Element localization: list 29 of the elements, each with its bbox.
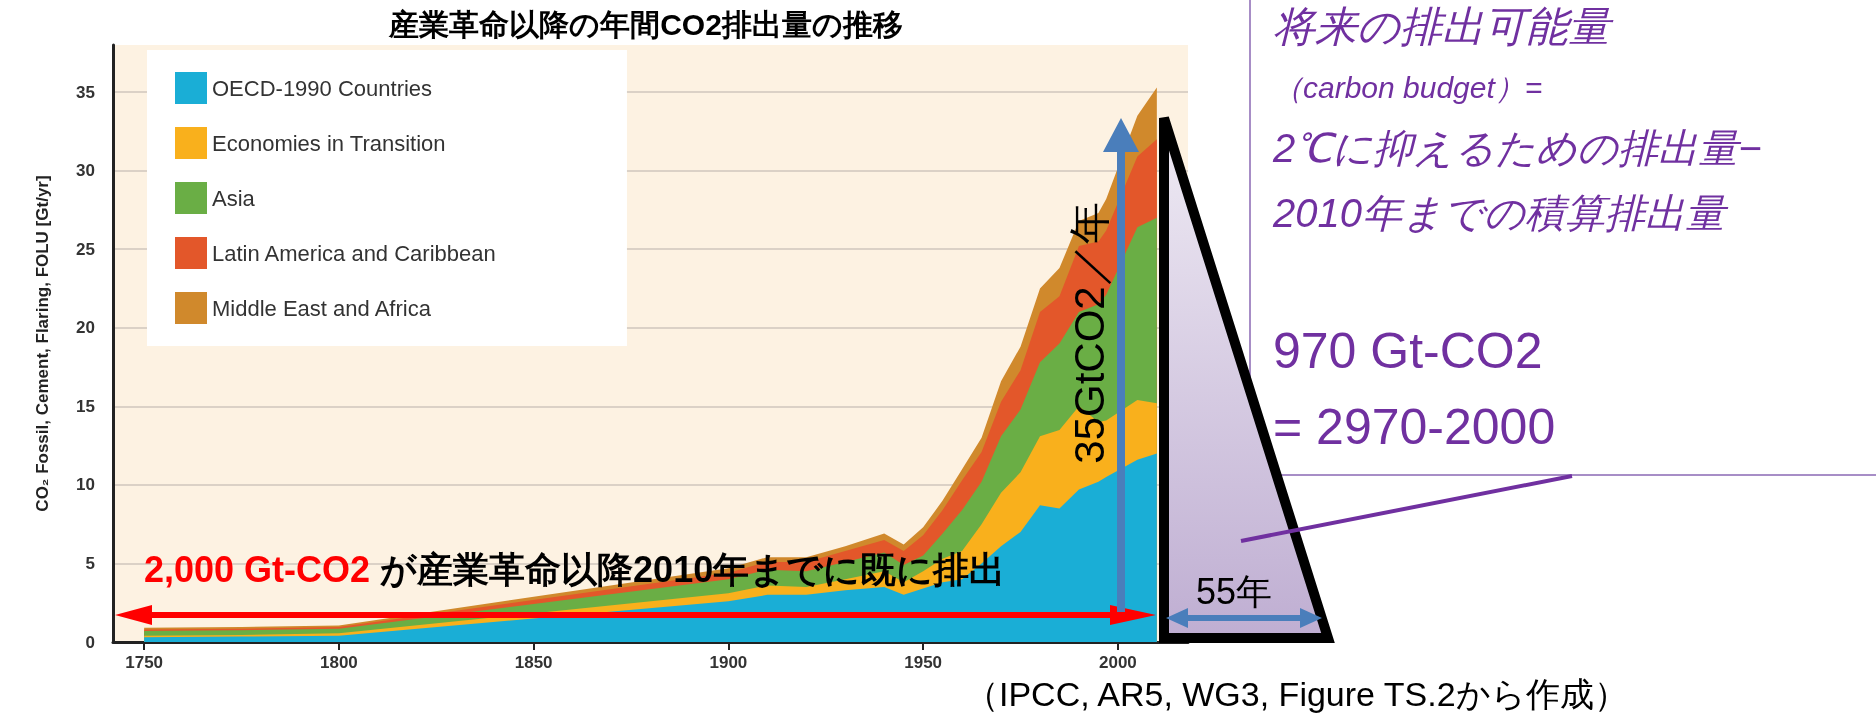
x-tick-label: 1800 xyxy=(319,653,358,672)
y-tick-label: 0 xyxy=(85,632,95,652)
legend-label: Latin America and Caribbean xyxy=(212,240,496,266)
x-tick-label: 1850 xyxy=(514,653,553,672)
x-tick-label: 1900 xyxy=(709,653,748,672)
y-tick-label: 10 xyxy=(76,475,95,495)
x-tick-label: 1750 xyxy=(125,653,164,672)
x-tick-label: 1950 xyxy=(904,653,943,672)
y-axis-title: CO₂ Fossil, Cement, Flaring, FOLU [Gt/yr] xyxy=(33,175,52,512)
y-tick-label: 20 xyxy=(76,318,95,338)
annotation: 35GtCO2／年 xyxy=(1066,202,1113,464)
legend-label: Asia xyxy=(212,185,256,211)
x-tick-label: 2000 xyxy=(1098,653,1137,672)
legend-label: Economies in Transition xyxy=(212,130,446,156)
text: （carbon budget）= xyxy=(1273,71,1543,104)
y-tick-label: 30 xyxy=(76,161,95,181)
text: 2℃に抑えるための排出量− xyxy=(1273,126,1762,170)
annotation: 2,000 Gt-CO2 xyxy=(144,549,371,590)
text: （IPCC, AR5, WG3, Figure TS.2から作成） xyxy=(965,675,1628,713)
chart-title: 産業革命以降の年間CO2排出量の推移 xyxy=(388,7,903,41)
y-tick-label: 35 xyxy=(76,82,95,102)
text: 970 Gt-CO2 xyxy=(1273,323,1543,379)
y-tick-label: 25 xyxy=(76,239,95,259)
legend-label: Middle East and Africa xyxy=(212,295,432,321)
text: 55年 xyxy=(1196,571,1273,612)
text: = 2970-2000 xyxy=(1273,399,1556,455)
y-tick-label: 15 xyxy=(76,396,95,416)
y-tick-label: 5 xyxy=(85,553,95,573)
legend-label: OECD-1990 Countries xyxy=(212,75,433,101)
